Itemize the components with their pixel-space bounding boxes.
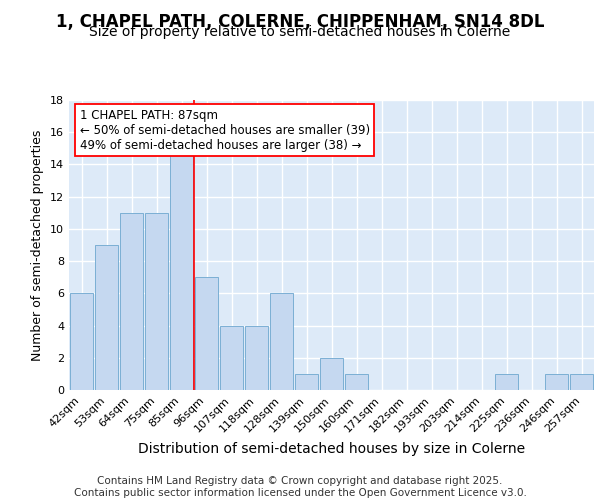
- Bar: [145, 213, 169, 390]
- Bar: [119, 213, 143, 390]
- Bar: [220, 326, 244, 390]
- Text: 1 CHAPEL PATH: 87sqm
← 50% of semi-detached houses are smaller (39)
49% of semi-: 1 CHAPEL PATH: 87sqm ← 50% of semi-detac…: [79, 108, 370, 152]
- Text: 1, CHAPEL PATH, COLERNE, CHIPPENHAM, SN14 8DL: 1, CHAPEL PATH, COLERNE, CHIPPENHAM, SN1…: [56, 12, 544, 30]
- Bar: [269, 294, 293, 390]
- Bar: [70, 294, 94, 390]
- Bar: [320, 358, 343, 390]
- Bar: [344, 374, 368, 390]
- Bar: [170, 148, 193, 390]
- Text: Contains HM Land Registry data © Crown copyright and database right 2025.
Contai: Contains HM Land Registry data © Crown c…: [74, 476, 526, 498]
- Bar: [545, 374, 568, 390]
- Bar: [194, 277, 218, 390]
- Bar: [295, 374, 319, 390]
- Bar: [245, 326, 268, 390]
- Y-axis label: Number of semi-detached properties: Number of semi-detached properties: [31, 130, 44, 360]
- Bar: [569, 374, 593, 390]
- Text: Size of property relative to semi-detached houses in Colerne: Size of property relative to semi-detach…: [89, 25, 511, 39]
- X-axis label: Distribution of semi-detached houses by size in Colerne: Distribution of semi-detached houses by …: [138, 442, 525, 456]
- Bar: [95, 245, 118, 390]
- Bar: [494, 374, 518, 390]
